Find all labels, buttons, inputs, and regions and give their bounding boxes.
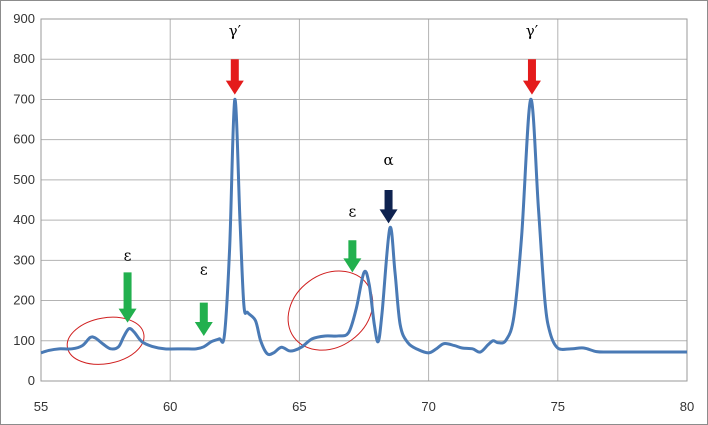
grid xyxy=(40,18,688,382)
down-arrow-icon xyxy=(379,189,398,224)
y-tick-label: 500 xyxy=(13,172,35,187)
series-line xyxy=(40,97,687,357)
x-tick-label: 75 xyxy=(551,399,565,414)
y-tick-label: 400 xyxy=(13,212,35,227)
y-tick-label: 700 xyxy=(13,91,35,106)
annotations: ε ε γ′ ε α γ′ xyxy=(118,22,541,336)
highlight-ellipse xyxy=(287,270,374,351)
down-arrow-icon xyxy=(522,59,541,95)
axes: 0 100 200 300 400 500 600 700 800 900 55 60 65 70 75 80 xyxy=(13,11,694,414)
phase-label: ε xyxy=(124,247,132,265)
down-arrow-icon xyxy=(225,59,244,95)
y-tick-label: 300 xyxy=(13,252,35,267)
x-tick-label: 70 xyxy=(421,399,435,414)
x-tick-label: 65 xyxy=(292,399,306,414)
down-arrow-icon xyxy=(343,240,362,273)
y-tick-label: 200 xyxy=(13,293,35,308)
phase-label: γ′ xyxy=(526,22,539,40)
y-tick-label: 100 xyxy=(13,333,35,348)
phase-label: ε xyxy=(348,202,356,220)
down-arrow-icon xyxy=(118,272,137,323)
x-tick-label: 60 xyxy=(163,399,177,414)
x-tick-label: 55 xyxy=(34,399,48,414)
y-tick-label: 900 xyxy=(13,11,35,26)
phase-label: α xyxy=(383,151,393,169)
y-tick-label: 600 xyxy=(13,132,35,147)
x-tick-label: 80 xyxy=(680,399,694,414)
y-tick-label: 0 xyxy=(28,373,35,388)
down-arrow-icon xyxy=(194,302,213,336)
series xyxy=(40,97,687,357)
phase-label: γ′ xyxy=(229,22,242,40)
phase-label: ε xyxy=(200,261,208,279)
plot-border xyxy=(40,18,688,382)
y-tick-label: 800 xyxy=(13,51,35,66)
